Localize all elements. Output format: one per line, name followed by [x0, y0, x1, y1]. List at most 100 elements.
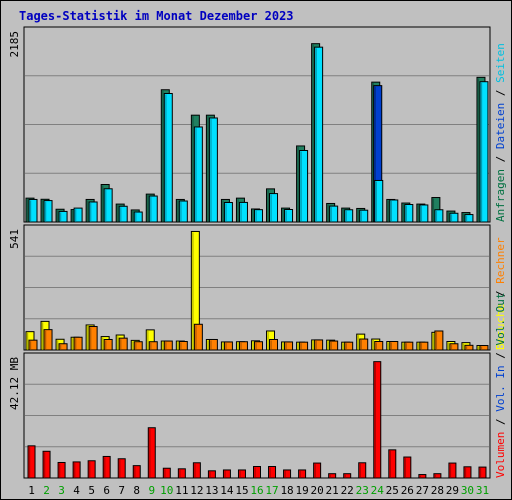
- x-tick-label-day-4: 4: [73, 484, 80, 497]
- bar-shade-requests-day-24: [375, 181, 377, 221]
- bar-visits-rechner-day-8: [133, 341, 143, 351]
- bar-shade-requests-day-13: [210, 118, 212, 221]
- bar-shade-volume-day-7: [119, 459, 121, 477]
- bar-requests-seiten-day-21: [329, 205, 339, 223]
- bar-shade-visits-day-19: [300, 343, 302, 349]
- bar-shade-requests-day-4: [72, 210, 74, 221]
- bar-shade-visits-day-3: [60, 344, 62, 349]
- bar-shade-volume-day-30: [464, 467, 467, 477]
- bar-volume-volumen-day-7: [117, 458, 126, 479]
- bar-requests-seiten-day-25: [389, 199, 399, 223]
- bar-shade-requests-day-15: [240, 203, 242, 221]
- x-tick-label-day-18: 18: [280, 484, 293, 497]
- bar-shade-requests-day-30: [462, 213, 465, 221]
- bar-requests-seiten-day-6: [103, 188, 113, 223]
- bar-volume-volumen-day-24: [373, 361, 382, 479]
- bar-shade-requests-day-14: [222, 200, 224, 221]
- bar-shade-volume-day-10: [164, 469, 166, 477]
- bar-shade-requests-day-5: [90, 202, 92, 221]
- bar-shade-visits-day-7: [120, 339, 122, 349]
- bar-shade-visits-day-27: [417, 343, 420, 349]
- bar-shade-requests-day-31: [477, 78, 480, 221]
- bar-requests-seiten-day-1: [28, 198, 38, 223]
- bar-requests-seiten-day-19: [299, 149, 309, 223]
- bar-shade-volume-day-22: [344, 474, 346, 477]
- bar-shade-requests-day-28: [432, 198, 435, 221]
- bar-requests-seiten-day-12: [193, 126, 203, 223]
- bar-volume-volumen-day-25: [388, 449, 397, 479]
- bar-visits-rechner-day-10: [163, 340, 173, 351]
- bar-requests-seiten-day-22: [344, 209, 354, 223]
- legend-item-volume-3: /: [494, 346, 507, 366]
- bar-volume-volumen-day-4: [72, 461, 81, 479]
- bar-visits-rechner-day-18: [284, 341, 294, 351]
- bar-shade-visits-day-10: [162, 342, 164, 349]
- legend-item-requests-1: /: [494, 149, 507, 169]
- bar-shade-volume-day-24: [374, 362, 376, 477]
- x-tick-label-day-21: 21: [326, 484, 339, 497]
- bar-shade-volume-day-3: [59, 463, 61, 477]
- bar-shade-visits-day-9: [147, 330, 149, 349]
- bar-shade-requests-day-1: [27, 199, 29, 221]
- bar-shade-volume-day-31: [479, 468, 482, 477]
- bar-volume-volumen-day-10: [162, 467, 171, 479]
- bar-shade-requests-day-10: [165, 94, 167, 221]
- bar-shade-visits-day-30: [465, 346, 468, 349]
- bar-shade-visits-day-14: [222, 342, 224, 349]
- bar-shade-visits-day-31: [480, 346, 483, 349]
- bar-volume-volumen-day-2: [42, 450, 51, 479]
- bar-shade-requests-day-9: [147, 195, 149, 221]
- bar-shade-volume-day-25: [389, 450, 391, 477]
- bar-shade-requests-day-16: [252, 209, 254, 221]
- bar-volume-volumen-day-23: [358, 462, 367, 479]
- x-tick-label-day-3: 3: [58, 484, 65, 497]
- bar-shade-visits-day-4: [75, 338, 77, 349]
- x-tick-label-day-23: 23: [356, 484, 369, 497]
- x-tick-label-day-15: 15: [235, 484, 248, 497]
- bar-shade-visits-day-10: [165, 342, 167, 349]
- x-tick-label-day-17: 17: [265, 484, 278, 497]
- x-tick-label-day-28: 28: [431, 484, 444, 497]
- bar-visits-rechner-day-11: [178, 341, 188, 351]
- bar-shade-visits-day-4: [72, 338, 74, 349]
- bar-shade-volume-day-16: [254, 467, 256, 477]
- bar-shade-volume-day-17: [269, 467, 271, 477]
- bar-volume-volumen-day-9: [147, 427, 156, 479]
- bar-shade-requests-day-1: [30, 200, 32, 221]
- bar-shade-visits-day-5: [87, 325, 89, 349]
- bar-shade-volume-day-4: [74, 462, 76, 477]
- bar-shade-requests-day-23: [357, 209, 359, 221]
- bar-visits-rechner-day-14: [223, 341, 233, 351]
- bar-shade-visits-day-30: [462, 343, 465, 349]
- bar-shade-requests-day-29: [447, 212, 450, 221]
- bar-shade-requests-day-29: [450, 214, 453, 221]
- bar-requests-seiten-day-7: [118, 205, 128, 223]
- bar-shade-volume-day-29: [449, 464, 452, 477]
- bar-shade-requests-day-27: [420, 205, 423, 221]
- bar-shade-volume-day-23: [359, 463, 361, 477]
- bar-shade-visits-day-13: [207, 340, 209, 349]
- bar-shade-volume-day-15: [239, 470, 241, 477]
- bar-requests-seiten-day-16: [253, 209, 263, 223]
- bar-requests-seiten-day-4: [73, 207, 83, 223]
- legend-item-visits-1: /: [494, 284, 507, 304]
- bar-visits-rechner-day-7: [118, 337, 128, 351]
- x-tick-label-day-26: 26: [401, 484, 414, 497]
- bar-requests-seiten-day-14: [223, 202, 233, 223]
- bar-shade-visits-day-8: [132, 341, 134, 349]
- bar-shade-visits-day-8: [135, 342, 137, 349]
- bar-requests-seiten-day-5: [88, 201, 98, 223]
- bar-shade-visits-day-2: [45, 330, 47, 349]
- bar-shade-volume-day-8: [134, 466, 136, 477]
- bar-shade-visits-day-2: [42, 322, 44, 349]
- bar-shade-requests-day-5: [87, 200, 89, 221]
- bar-volume-volumen-day-15: [237, 469, 246, 479]
- bar-volume-volumen-day-29: [448, 462, 457, 479]
- bar-shade-requests-day-28: [435, 210, 438, 221]
- bar-shade-requests-day-9: [150, 197, 152, 221]
- bar-visits-rechner-day-12: [193, 323, 203, 351]
- bar-shade-requests-day-26: [402, 204, 405, 221]
- bar-shade-requests-day-2: [45, 201, 47, 221]
- bar-shade-visits-day-3: [57, 340, 59, 349]
- bar-requests-seiten-day-13: [208, 117, 218, 223]
